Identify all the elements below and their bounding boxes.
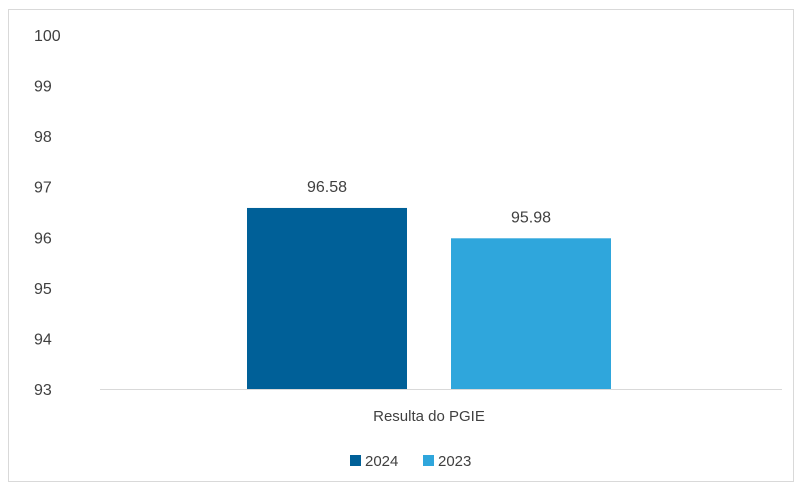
legend-label-2024: 2024: [365, 453, 398, 470]
y-tick-label: 100: [34, 28, 61, 45]
y-tick-label: 99: [34, 79, 52, 96]
x-category-label: Resulta do PGIE: [373, 408, 485, 425]
y-tick-label: 93: [34, 382, 52, 399]
y-tick-label: 94: [34, 331, 52, 348]
legend-swatch-2024: [350, 455, 361, 466]
bar-2024: [247, 207, 407, 389]
legend-swatch-2023: [423, 455, 434, 466]
y-tick-label: 98: [34, 129, 52, 146]
bar-2023: [451, 238, 611, 389]
y-tick-label: 97: [34, 180, 52, 197]
y-tick-label: 96: [34, 230, 52, 247]
y-tick-label: 95: [34, 281, 52, 298]
data-label: 96.58: [307, 179, 347, 196]
data-label: 95.98: [511, 209, 551, 226]
legend-label-2023: 2023: [438, 453, 471, 470]
